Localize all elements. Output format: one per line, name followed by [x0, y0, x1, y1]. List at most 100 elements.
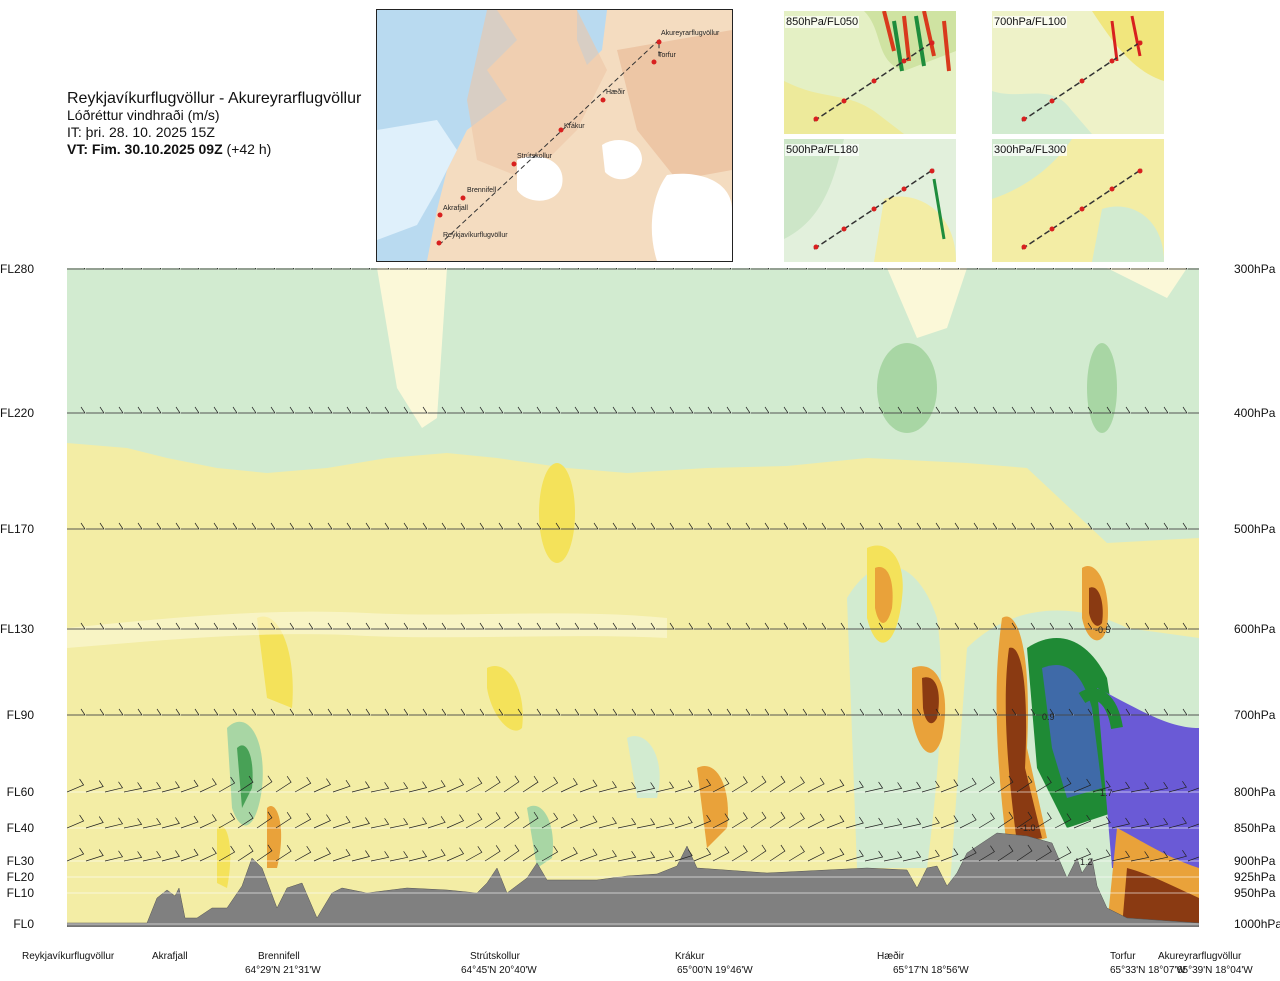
wind-barb	[466, 622, 485, 630]
wind-barb	[827, 406, 846, 414]
wind-barb	[694, 522, 713, 530]
wind-barb	[313, 847, 331, 862]
wind-barb	[561, 406, 580, 414]
wind-barb	[580, 522, 599, 530]
wind-barb	[579, 779, 598, 793]
wind-barb	[86, 406, 105, 414]
wind-barb	[1093, 622, 1112, 630]
wind-barb	[123, 782, 143, 793]
wind-barb	[314, 622, 333, 630]
wind-barb	[104, 781, 124, 793]
wind-barb	[807, 846, 825, 862]
variable-subtitle: Lóðréttur vindhraði (m/s)	[67, 107, 220, 123]
wind-barb	[1130, 818, 1150, 829]
wind-barb	[466, 522, 485, 530]
wind-barb	[332, 780, 351, 793]
wind-barb	[617, 782, 637, 793]
wind-barb	[180, 848, 199, 862]
map-label-reykjavik: Reykjavíkurflugvöllur	[443, 232, 508, 239]
wind-barb	[922, 406, 941, 414]
wind-barb	[351, 850, 370, 862]
wind-barb	[846, 268, 865, 270]
wind-barb	[257, 268, 276, 270]
wind-barb	[561, 268, 580, 270]
wind-barb	[199, 847, 217, 862]
wind-barb	[713, 522, 732, 530]
wind-barb	[864, 781, 884, 793]
wind-barb	[162, 406, 181, 414]
wind-barb	[295, 406, 314, 414]
wind-barb	[807, 777, 825, 793]
wind-barb	[295, 708, 314, 716]
fl-label-fl130: FL130	[0, 622, 35, 636]
wind-barb	[1169, 522, 1188, 530]
wind-barb	[1112, 406, 1131, 414]
wind-barb	[142, 818, 162, 829]
wind-barb	[1055, 708, 1074, 716]
map-label-strutskollur: Strútskollur	[517, 153, 553, 160]
wind-barb	[636, 851, 656, 862]
wind-barb	[484, 776, 501, 793]
wind-barb	[1093, 522, 1112, 530]
wind-barb	[124, 708, 143, 716]
wind-barb	[1131, 708, 1150, 716]
wind-barb	[846, 406, 865, 414]
coord-torfur: 65°33'N 18°07'W	[1110, 965, 1186, 976]
wind-barb	[67, 847, 85, 862]
wind-barb	[67, 778, 85, 793]
wind-barb	[181, 268, 200, 270]
wind-barb	[1055, 406, 1074, 414]
wind-barb	[884, 406, 903, 414]
wind-barb	[618, 406, 637, 414]
wind-barb	[504, 406, 523, 414]
wind-barb	[446, 847, 465, 862]
wind-barb	[257, 622, 276, 630]
wind-barb	[161, 850, 180, 862]
wind-barb	[883, 782, 903, 793]
wind-barb	[845, 816, 864, 829]
wind-barb	[541, 812, 559, 829]
wind-barb	[333, 406, 352, 414]
wind-barb	[998, 522, 1017, 530]
wind-barb	[712, 813, 730, 829]
wind-barb	[104, 850, 124, 862]
wind-barb	[713, 406, 732, 414]
wind-barb	[162, 708, 181, 716]
wind-barb	[199, 814, 217, 829]
wind-barb	[884, 708, 903, 716]
wind-barb	[371, 708, 390, 716]
location-reykjavik: Reykjavíkurflugvöllur	[22, 951, 115, 962]
wind-barb	[1169, 406, 1188, 414]
wind-barb	[1131, 268, 1150, 270]
wind-barb	[959, 846, 977, 862]
wind-barb	[922, 268, 941, 270]
wind-barb	[256, 811, 273, 829]
wind-barb	[86, 268, 105, 270]
wind-barb	[389, 782, 409, 793]
wind-barb	[960, 406, 979, 414]
wind-barb	[618, 622, 637, 630]
map-label-torfur: Torfur	[658, 52, 676, 59]
wind-barb	[845, 849, 864, 862]
wind-barb	[1188, 714, 1199, 716]
wind-barb	[181, 522, 200, 530]
wind-barb	[1150, 622, 1169, 630]
wind-barb	[1017, 622, 1036, 630]
wind-barb	[1055, 522, 1074, 530]
wind-barb	[1111, 850, 1131, 862]
wind-barb	[1074, 406, 1093, 414]
wind-barb	[371, 406, 390, 414]
wind-barb	[637, 708, 656, 716]
wind-barb	[371, 622, 390, 630]
wind-barb	[333, 522, 352, 530]
wind-barb	[808, 708, 827, 716]
wind-barb	[295, 622, 314, 630]
wind-barb	[903, 522, 922, 530]
wind-barb	[732, 622, 751, 630]
wind-barb	[674, 816, 693, 829]
wind-barb	[941, 522, 960, 530]
wind-barb	[959, 813, 977, 829]
wind-barb	[1092, 780, 1111, 793]
wind-barb	[1149, 782, 1169, 793]
chart-title-block: Reykjavíkurflugvöllur - Akureyrarflugvöl…	[67, 90, 361, 158]
